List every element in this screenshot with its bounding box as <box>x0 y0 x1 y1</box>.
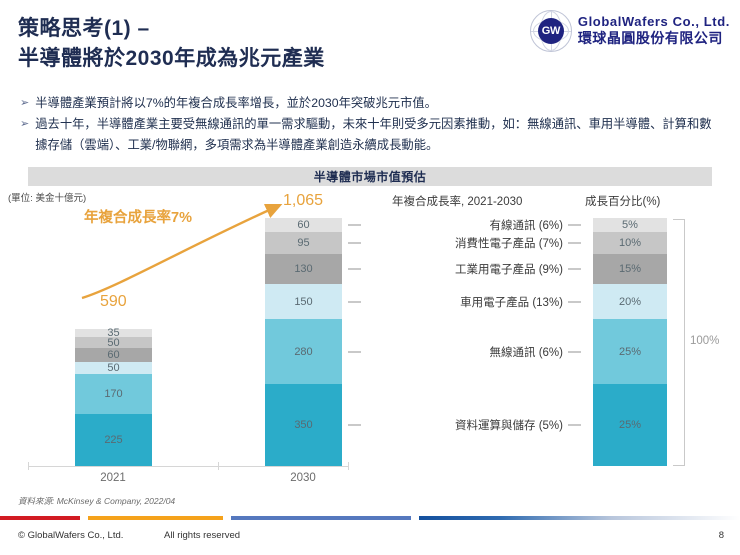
cagr-label-2: 消費性電子產品 (7%) <box>455 238 563 251</box>
page-title-line2: 半導體將於2030年成為兆元產業 <box>18 47 325 71</box>
axis-tick <box>348 462 349 470</box>
company-logo: GW GlobalWafers Co., Ltd. 環球晶圓股份有限公司 <box>529 10 730 52</box>
bar-segment-value: 170 <box>104 387 123 400</box>
bullet-text: 過去十年，半導體產業主要受無線通訊的單一需求驅動，未來十年則受多元因素推動，如：… <box>35 117 712 152</box>
connector-dash-left-4 <box>348 300 361 303</box>
bar-segment-value: 150 <box>294 295 313 308</box>
growth-arrow-icon <box>81 203 283 300</box>
share-segment-3: 15% <box>593 254 667 285</box>
connector-dash-right-4 <box>568 300 581 303</box>
bar-segment-1: 35 <box>75 326 152 339</box>
bar-segment-value: 35 <box>107 326 120 339</box>
cagr-label-3: 工業用電子產品 (9%) <box>455 264 563 277</box>
logo-name-zh: 環球晶圓股份有限公司 <box>577 30 723 47</box>
bar-segment-value: 225 <box>104 433 123 446</box>
bar-segment-5: 170 <box>75 374 152 414</box>
source-note: 資料來源: McKinsey & Company, 2022/04 <box>18 496 176 506</box>
bar-segment-value: 95 <box>297 237 310 250</box>
chart-band-title: 半導體市場市值預估 <box>28 167 712 186</box>
bullet-marker-icon: ➢ <box>20 97 30 109</box>
cagr-label-column: 有線通訊 (6%) 消費性電子產品 (7%) 工業用電子產品 (9%) 車用電子產品 … <box>348 0 581 500</box>
connector-dash-right-5 <box>568 350 581 353</box>
cagr-label-5: 無線通訊 (6%) <box>489 346 563 359</box>
bar-segment-5: 280 <box>265 319 342 385</box>
bullet-text: 半導體產業預計將以7%的年複合成長率增長，並於2030年突破兆元市值。 <box>35 96 437 110</box>
copyright-owner: © GlobalWafers Co., Ltd. <box>18 530 124 541</box>
bar-segment-2: 50 <box>75 337 152 349</box>
bullet-item: ➢ 過去十年，半導體產業主要受無線通訊的單一需求驅動，未來十年則受多元因素推動，… <box>20 114 720 155</box>
cagr-label-1: 有線通訊 (6%) <box>489 219 563 232</box>
share-segment-value: 15% <box>618 263 642 276</box>
share-segment-value: 25% <box>618 345 642 358</box>
rights-text: All rights reserved <box>164 530 241 541</box>
bar-segment-value: 60 <box>297 218 310 231</box>
cagr-label-4: 車用電子產品 (13%) <box>460 296 563 309</box>
bar-segment-value: 280 <box>294 345 313 358</box>
connector-dash-right-1 <box>568 223 581 226</box>
share-segment-4: 20% <box>593 284 667 320</box>
bar-segment-4: 50 <box>75 362 152 374</box>
bar-segment-4: 150 <box>265 284 342 320</box>
bullet-list: ➢ 半導體產業預計將以7%的年複合成長率增長，並於2030年突破兆元市值。 ➢ … <box>20 93 720 156</box>
bar-segment-3: 130 <box>265 254 342 285</box>
share-bracket-label: 100% <box>690 335 720 347</box>
share-segment-5: 25% <box>593 319 667 385</box>
page-title-line1: 策略思考(1) – <box>18 17 150 40</box>
share-bracket <box>673 219 685 466</box>
cagr-annotation-text: 年複合成長率7% <box>84 210 192 226</box>
logo-monogram: GW <box>537 18 564 44</box>
connector-dash-right-6 <box>568 424 581 427</box>
share-segment-value: 5% <box>622 218 638 231</box>
logo-name-en: GlobalWafers Co., Ltd. <box>577 14 730 30</box>
cagr-column-header: 年複合成長率, 2021-2030 <box>392 196 523 208</box>
category-label-2021: 2021 <box>100 472 126 484</box>
connector-dash-right-3 <box>568 268 581 271</box>
share-segment-1: 5% <box>593 218 667 232</box>
total-value-2030: 1,065 <box>283 192 324 209</box>
share-segment-value: 25% <box>618 419 642 432</box>
stacked-bar-2021: 35 50 60 50 170 225 <box>75 326 152 466</box>
bar-segment-2: 95 <box>265 231 342 255</box>
bar-segment-value: 130 <box>294 263 313 276</box>
bar-segment-6: 225 <box>75 413 152 466</box>
connector-dash-left-6 <box>348 424 361 427</box>
share-segment-6: 25% <box>593 384 667 466</box>
bullet-marker-icon: ➢ <box>20 118 30 131</box>
axis-tick <box>218 462 219 470</box>
share-segment-2: 10% <box>593 231 667 255</box>
bar-segment-value: 60 <box>107 349 120 362</box>
share-segment-value: 20% <box>618 295 642 308</box>
connector-dash-right-2 <box>568 242 581 245</box>
bar-segment-value: 350 <box>294 419 313 432</box>
page-title: 策略思考(1) – 半導體將於2030年成為兆元產業 <box>18 14 498 75</box>
bar-segment-1: 60 <box>265 218 342 232</box>
bar-segment-6: 350 <box>265 384 342 466</box>
connector-dash-left-2 <box>348 242 361 245</box>
connector-dash-left-3 <box>348 268 361 271</box>
axis-tick <box>28 462 29 470</box>
connector-dash-left-1 <box>348 223 361 226</box>
chart-axis-line <box>28 466 348 467</box>
bullet-item: ➢ 半導體產業預計將以7%的年複合成長率增長，並於2030年突破兆元市值。 <box>20 93 720 113</box>
stacked-bar-share-2030: 5% 10% 15% 20% 25% 25% <box>593 218 667 466</box>
category-label-2030: 2030 <box>290 472 316 484</box>
globe-icon: GW <box>529 10 572 52</box>
share-column-header: 成長百分比(%) <box>585 196 661 208</box>
footer-color-rule <box>0 516 740 520</box>
total-value-2021: 590 <box>100 293 127 310</box>
copyright-text: © GlobalWafers Co., Ltd. All rights rese… <box>18 530 240 541</box>
cagr-label-6: 資料運算與儲存 (5%) <box>455 420 563 433</box>
stacked-bar-2030: 60 95 130 150 280 350 <box>265 218 342 466</box>
bar-segment-value: 50 <box>107 336 120 349</box>
page-number: 8 <box>718 530 724 541</box>
bar-segment-3: 60 <box>75 348 152 363</box>
bar-segment-value: 50 <box>107 362 120 375</box>
connector-dash-left-5 <box>348 350 361 353</box>
share-segment-value: 10% <box>618 237 642 250</box>
chart-unit-label: (單位: 美金十億元) <box>8 193 87 204</box>
